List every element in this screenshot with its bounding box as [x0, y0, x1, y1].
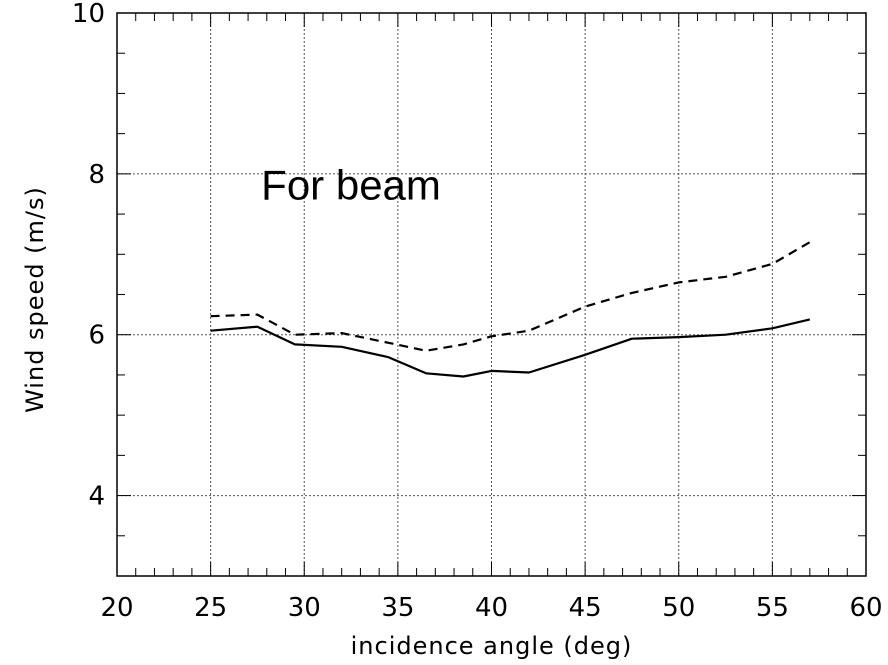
y-tick-label: 10: [72, 0, 105, 29]
x-tick-label: 30: [288, 593, 321, 623]
grid-lines: [117, 13, 866, 576]
y-tick-label: 6: [88, 321, 105, 351]
series-line-solid: [210, 318, 811, 378]
y-tick-label: 8: [88, 160, 105, 190]
x-tick-label: 25: [194, 593, 227, 623]
x-tick-label: 60: [849, 593, 882, 623]
x-tick-label: 20: [100, 593, 133, 623]
x-tick-label: 45: [569, 593, 602, 623]
x-tick-label: 50: [662, 593, 695, 623]
x-axis-title: incidence angle (deg): [351, 632, 633, 660]
x-tick-labels: 20 25 30 35 40 45 50 55 60: [100, 593, 882, 623]
x-tick-label: 55: [756, 593, 789, 623]
series-line-dashed: [210, 241, 811, 352]
y-axis-title: Wind speed (m/s): [21, 186, 49, 413]
annotation-for-beam: For beam: [261, 162, 441, 209]
series-layer: [210, 241, 811, 378]
y-tick-label: 4: [88, 482, 105, 512]
y-tick-labels: 4 6 8 10: [72, 0, 105, 512]
x-tick-label: 40: [475, 593, 508, 623]
x-tick-label: 35: [381, 593, 414, 623]
plot-frame: [116, 12, 867, 577]
